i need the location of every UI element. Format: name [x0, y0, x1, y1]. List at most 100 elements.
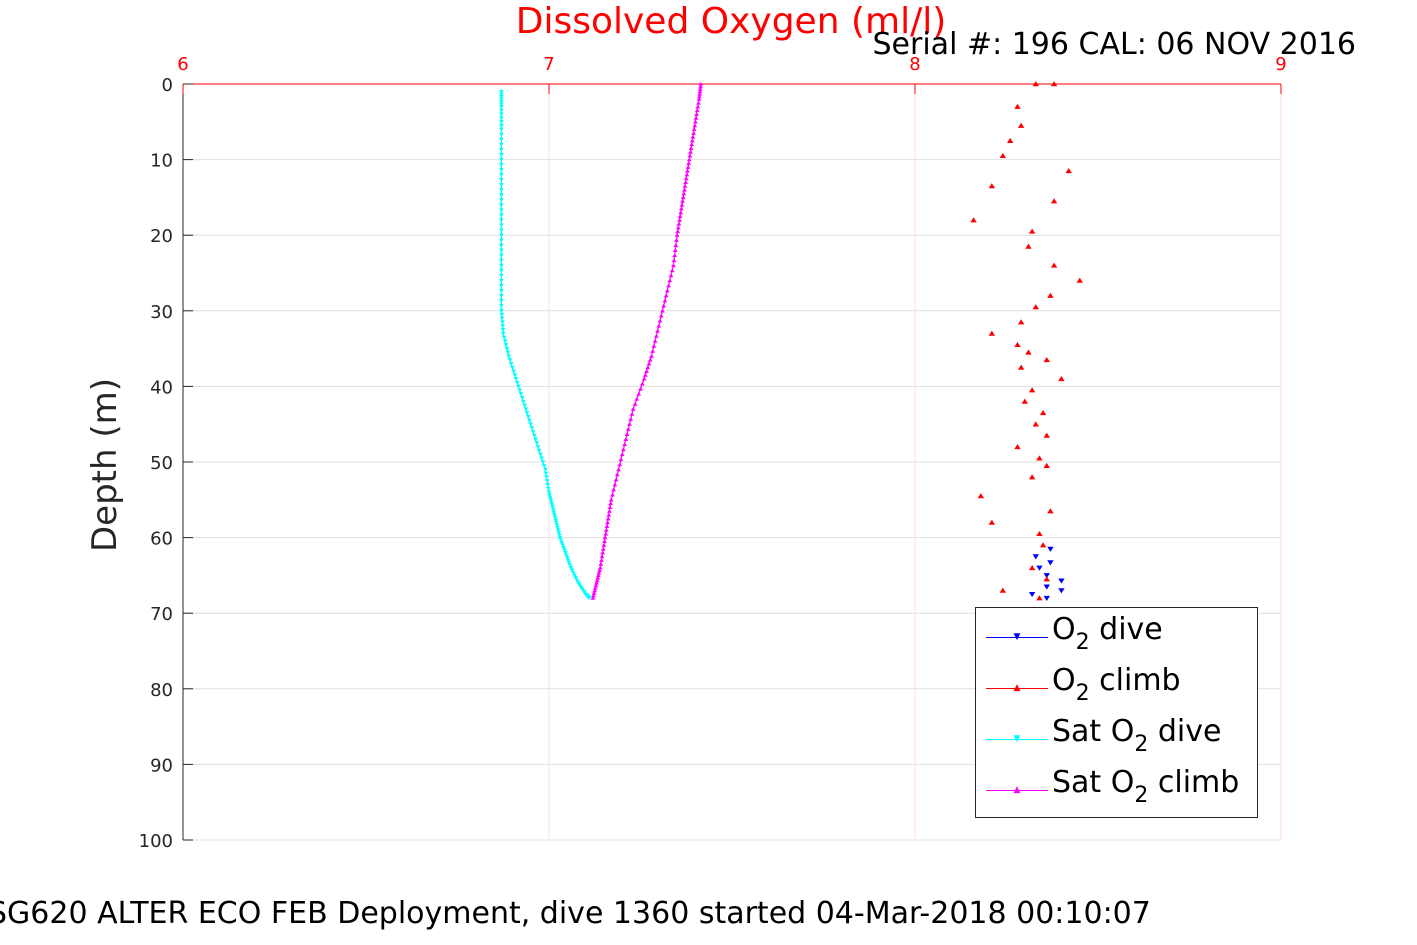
data-point-sat_climb	[698, 81, 704, 86]
data-point-sat_dive	[524, 411, 530, 416]
data-point-sat_dive	[499, 89, 504, 94]
data-point-sat_climb	[695, 104, 701, 109]
data-point-sat_climb	[693, 119, 698, 124]
data-point-sat_climb	[653, 333, 659, 338]
serial-annotation: Serial #: 196 CAL: 06 NOV 2016	[872, 27, 1356, 62]
data-point-sat_climb	[602, 539, 607, 544]
data-point-sat_climb	[664, 288, 670, 293]
data-point-sat_climb	[646, 361, 652, 366]
y-tick-label: 10	[150, 151, 173, 172]
data-point-sat_climb	[661, 303, 667, 308]
data-point-sat_dive	[499, 218, 504, 223]
data-point-sat_dive	[506, 354, 512, 359]
data-point-sat_climb	[694, 108, 700, 113]
data-point-sat_climb	[621, 447, 626, 452]
data-point-sat_climb	[600, 550, 606, 555]
data-point-sat_dive	[572, 573, 578, 578]
data-point-sat_dive	[565, 558, 571, 563]
data-point-sat_dive	[499, 127, 504, 132]
data-point-sat_dive	[523, 407, 529, 412]
data-point-sat_dive	[499, 112, 504, 117]
y-tick-label: 40	[150, 377, 173, 398]
data-point-sat_climb	[698, 84, 703, 89]
data-point-sat_climb	[599, 554, 605, 559]
legend-marker-icon: ▲	[1013, 785, 1021, 795]
data-point-sat_dive	[517, 388, 523, 393]
data-point-sat_climb	[614, 472, 620, 477]
data-point-sat_climb	[690, 134, 696, 139]
data-point-sat_dive	[499, 304, 504, 308]
data-point-sat_dive	[538, 452, 543, 457]
data-point-sat_climb	[686, 157, 692, 162]
data-point-sat_climb	[619, 452, 625, 457]
data-point-sat_climb	[696, 100, 701, 105]
data-point-sat_climb	[627, 422, 632, 426]
data-point-sat_dive	[499, 147, 504, 152]
data-point-sat_climb	[671, 263, 676, 268]
data-point-o2_climb	[1014, 444, 1021, 450]
data-point-sat_dive	[555, 525, 560, 530]
data-point-sat_dive	[525, 414, 531, 419]
data-point-o2_climb	[1017, 319, 1025, 325]
data-point-sat_climb	[594, 580, 599, 585]
data-point-o2_climb	[988, 183, 996, 189]
data-point-sat_dive	[557, 535, 563, 540]
data-point-sat_dive	[549, 500, 554, 505]
data-point-sat_climb	[693, 115, 699, 120]
data-point-sat_climb	[676, 221, 682, 226]
data-point-o2_climb	[1032, 81, 1039, 87]
data-point-sat_dive	[510, 365, 515, 370]
data-point-sat_dive	[563, 553, 569, 558]
data-point-sat_dive	[528, 422, 534, 427]
data-point-sat_climb	[680, 199, 685, 203]
data-point-o2_climb	[1076, 277, 1083, 283]
data-point-sat_climb	[683, 176, 689, 181]
data-point-o2_climb	[1025, 349, 1032, 355]
data-point-sat_climb	[618, 457, 624, 462]
data-point-sat_dive	[507, 358, 513, 363]
data-point-sat_dive	[535, 445, 541, 450]
data-point-sat_climb	[682, 187, 687, 192]
data-point-sat_climb	[612, 482, 618, 487]
data-point-sat_climb	[689, 142, 695, 147]
data-point-sat_climb	[686, 161, 692, 166]
data-point-o2_climb	[988, 519, 996, 525]
data-point-sat_climb	[617, 462, 623, 467]
data-point-sat_dive	[500, 324, 506, 329]
data-point-o2_climb	[970, 217, 977, 223]
data-point-sat_dive	[499, 294, 504, 298]
y-tick-label: 90	[150, 755, 173, 776]
data-point-sat_dive	[541, 464, 547, 468]
data-point-sat_climb	[689, 138, 695, 143]
data-point-sat_dive	[514, 380, 520, 385]
data-point-sat_climb	[647, 357, 653, 362]
data-point-sat_dive	[499, 116, 504, 121]
legend-marker-icon: ▲	[1013, 683, 1021, 693]
data-point-sat_dive	[550, 508, 556, 513]
legend-line	[986, 637, 1048, 638]
data-point-sat_dive	[522, 403, 527, 408]
data-point-sat_dive	[544, 475, 549, 480]
data-point-sat_dive	[499, 94, 504, 99]
legend-entry-sat_climb: ▲ Sat O2 climb	[976, 761, 1257, 811]
data-point-sat_dive	[499, 92, 504, 97]
data-point-sat_climb	[597, 568, 603, 573]
series-o2_climb	[970, 81, 1083, 601]
data-point-sat_climb	[606, 508, 612, 513]
data-point-sat_climb	[667, 278, 673, 283]
data-point-sat_climb	[603, 531, 609, 536]
data-point-sat_dive	[527, 418, 532, 423]
data-point-sat_climb	[649, 354, 654, 358]
data-point-sat_dive	[499, 193, 504, 198]
data-point-sat_climb	[682, 183, 688, 188]
data-point-sat_dive	[499, 248, 504, 253]
data-point-sat_dive	[547, 493, 553, 497]
data-point-sat_dive	[499, 283, 504, 288]
data-point-sat_dive	[499, 183, 504, 187]
data-point-sat_dive	[554, 523, 560, 528]
data-point-sat_dive	[499, 157, 504, 162]
data-point-o2_climb	[1065, 168, 1072, 174]
x-tick-label: 8	[909, 54, 920, 75]
data-point-sat_dive	[586, 596, 592, 601]
data-point-o2_climb	[1014, 341, 1021, 348]
